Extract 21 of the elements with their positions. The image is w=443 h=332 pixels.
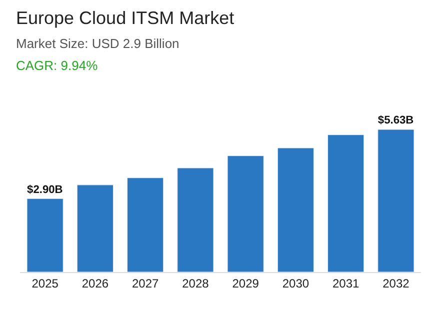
x-tick-label: 2028 — [182, 276, 210, 290]
bar — [378, 129, 414, 272]
bar — [127, 178, 164, 272]
x-tick-label: 2029 — [232, 276, 260, 290]
x-tick-label: 2027 — [132, 276, 159, 290]
x-tick-label: 2030 — [282, 276, 310, 290]
bar — [328, 134, 364, 272]
bar — [76, 184, 114, 272]
chart-title: Europe Cloud ITSM Market — [16, 8, 234, 28]
bar — [227, 156, 264, 272]
text: CAGR: 9.94% — [16, 58, 98, 73]
x-tick-label: 2025 — [32, 276, 59, 290]
data-label: $5.63B — [378, 114, 414, 127]
chart-subtitle: Market Size: USD 2.9 Billion — [16, 36, 180, 51]
x-tick-label: 2026 — [82, 276, 109, 290]
data-label: $2.90B — [27, 184, 63, 196]
bar — [177, 168, 214, 272]
x-tick-label: 2032 — [382, 276, 410, 290]
bar — [26, 198, 64, 272]
x-tick-label: 2031 — [332, 276, 360, 290]
bar — [277, 148, 314, 272]
